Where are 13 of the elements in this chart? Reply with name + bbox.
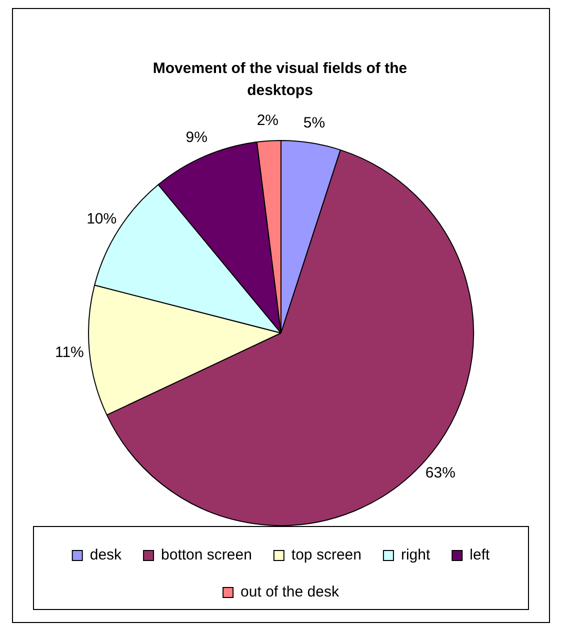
legend-label: left (470, 546, 490, 564)
chart-title: Movement of the visual fields of the desktops (152, 59, 408, 101)
data-label: 11% (54, 344, 84, 362)
legend-label: desk (90, 546, 122, 564)
legend-label: out of the desk (240, 584, 340, 601)
data-label: 10% (86, 210, 117, 228)
data-label: 63% (425, 464, 456, 482)
data-label: 9% (186, 129, 208, 146)
legend-label: top screen (291, 546, 362, 564)
data-label: 2% (256, 112, 278, 130)
legend-label: right (400, 546, 431, 564)
legend-label: botton screen (161, 546, 252, 564)
data-label: 5% (303, 114, 326, 132)
